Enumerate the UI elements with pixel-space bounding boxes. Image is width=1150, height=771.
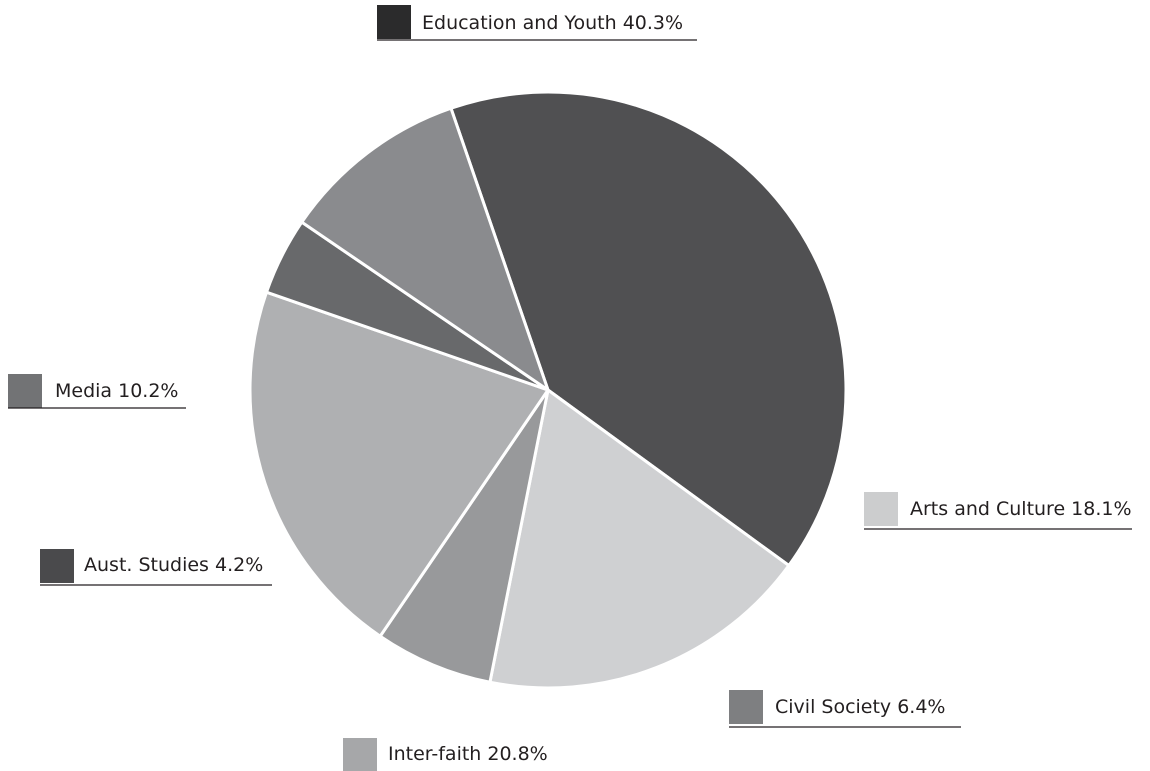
pie-slice-inter-faith — [248, 290, 550, 638]
slice-label-media: Media 10.2% — [8, 374, 186, 409]
legend-swatch-inter-faith — [343, 738, 377, 771]
legend-swatch-aust-studies — [40, 549, 74, 583]
slice-label-aust-studies: Aust. Studies 4.2% — [40, 549, 272, 586]
pie-slices — [248, 90, 848, 690]
pie-slice-education-and-youth — [449, 90, 848, 567]
slice-label-civil-society: Civil Society 6.4% — [729, 690, 961, 728]
slice-label-text-media: Media 10.2% — [55, 380, 178, 402]
slice-labels: Education and Youth 40.3% Arts and Cultur… — [8, 5, 1132, 771]
legend-swatch-media — [8, 374, 42, 408]
slice-label-education-and-youth: Education and Youth 40.3% — [377, 5, 697, 41]
slice-label-text-aust-studies: Aust. Studies 4.2% — [84, 554, 263, 576]
slice-label-text-arts-and-culture: Arts and Culture 18.1% — [910, 498, 1132, 520]
pie-slice-civil-society — [378, 388, 550, 684]
legend-swatch-education-and-youth — [377, 5, 411, 39]
slice-label-text-inter-faith: Inter-faith 20.8% — [388, 743, 548, 765]
pie-slice-media — [300, 106, 550, 392]
legend-swatch-civil-society — [729, 690, 763, 724]
slice-label-text-civil-society: Civil Society 6.4% — [775, 696, 946, 718]
slice-label-arts-and-culture: Arts and Culture 18.1% — [864, 492, 1132, 530]
pie-slice-arts-and-culture — [488, 388, 791, 690]
slice-label-text-education-and-youth: Education and Youth 40.3% — [422, 12, 683, 34]
slice-label-inter-faith: Inter-faith 20.8% — [343, 738, 548, 771]
legend-swatch-arts-and-culture — [864, 492, 898, 526]
